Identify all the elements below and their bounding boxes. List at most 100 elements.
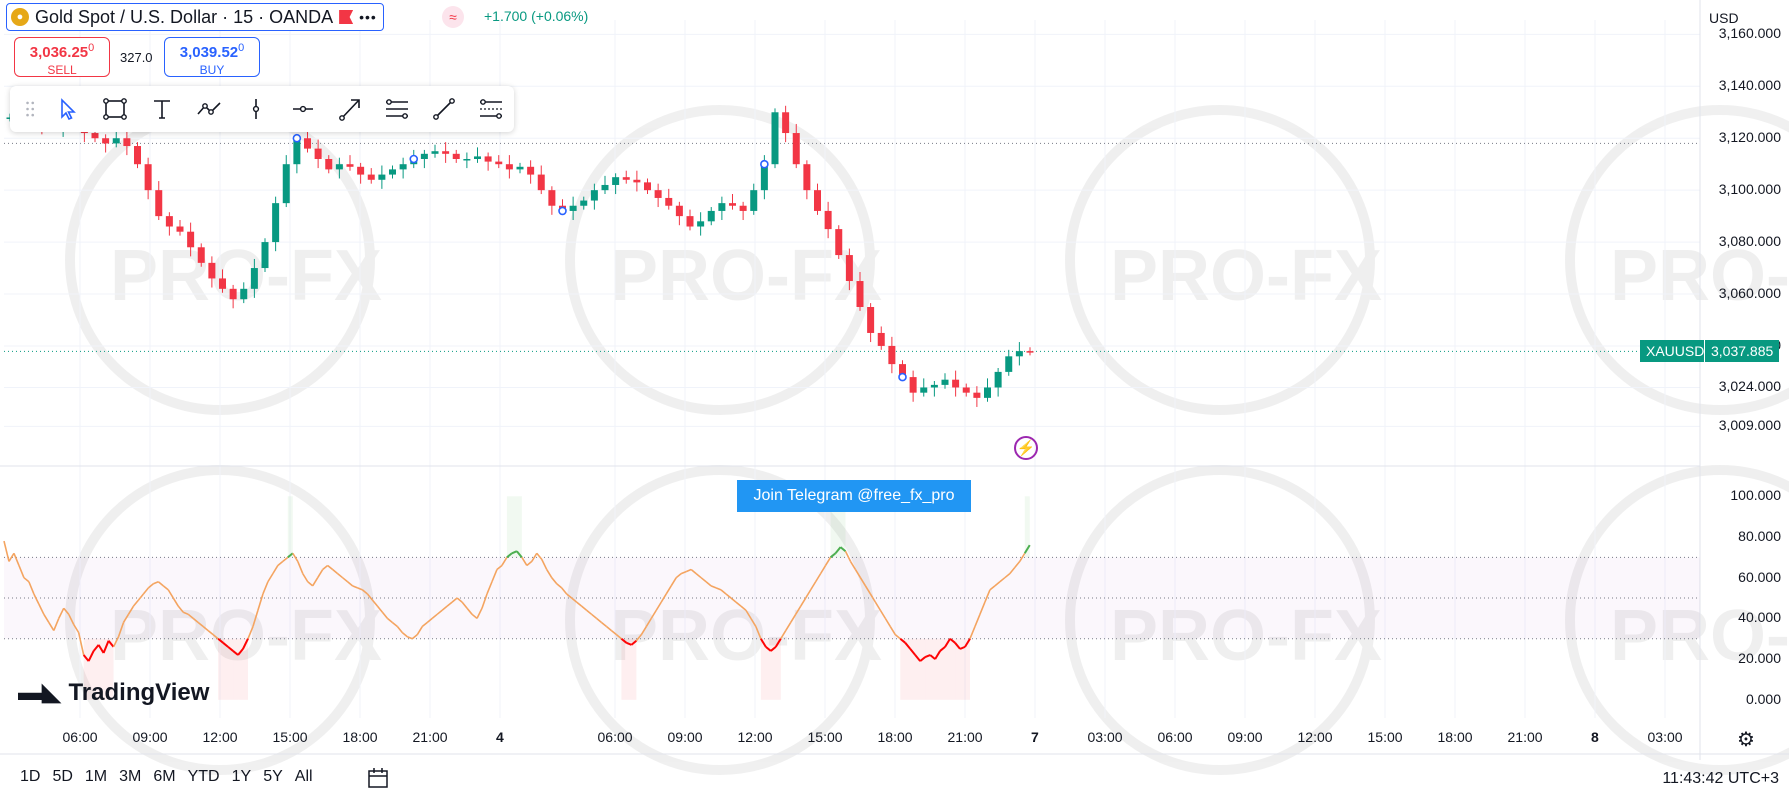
oscillator-segment	[362, 589, 368, 595]
oscillator-segment	[202, 625, 209, 632]
oscillator-segment	[715, 587, 722, 591]
range-1y[interactable]: 1Y	[231, 768, 252, 785]
drag-handle-icon[interactable]	[18, 89, 44, 129]
oversold-fill	[218, 638, 224, 700]
candle-body	[420, 153, 428, 160]
oscillator-segment	[48, 622, 55, 632]
text-icon[interactable]	[138, 89, 185, 129]
oscillator-tick-label: 80.000	[1738, 527, 1781, 544]
range-1d[interactable]: 1D	[20, 768, 41, 785]
tradingview-logo[interactable]: ▬◣ TradingView	[18, 678, 209, 707]
candle-body	[760, 164, 768, 191]
svg-text:PRO-FX: PRO-FX	[1110, 596, 1382, 676]
candle-body	[208, 262, 216, 279]
arrow-icon[interactable]	[326, 89, 373, 129]
buy-button[interactable]: 3,039.520 BUY	[164, 37, 260, 77]
wave-icon[interactable]: ≈	[442, 6, 464, 28]
oscillator-segment	[486, 581, 493, 595]
fib-retracement-icon[interactable]	[373, 89, 420, 129]
oscillator-segment	[675, 572, 682, 579]
oversold-fill	[103, 638, 109, 700]
path-icon[interactable]	[185, 89, 232, 129]
time-tick-label: 12:00	[1297, 729, 1333, 745]
range-5y[interactable]: 5Y	[263, 768, 283, 785]
lightning-icon[interactable]: ⚡	[1014, 436, 1038, 460]
oscillator-segment	[431, 613, 438, 620]
candle-body	[686, 216, 694, 227]
gear-icon[interactable]: ⚙	[1737, 729, 1755, 751]
oscillator-segment	[227, 646, 234, 652]
oscillator-segment	[192, 617, 199, 624]
candle-body	[282, 164, 290, 204]
oscillator-segment	[277, 560, 284, 567]
rectangle-icon[interactable]	[91, 89, 138, 129]
oversold-fill	[108, 638, 114, 700]
oscillator-segment	[33, 593, 40, 605]
oscillator-segment	[1023, 544, 1031, 554]
oscillator-segment	[795, 605, 802, 615]
candle-body	[335, 164, 343, 170]
symbol-title[interactable]: Gold Spot / U.S. Dollar · 15 · OANDA	[35, 6, 334, 27]
watermark-tile: PRO-FX	[1065, 465, 1382, 775]
range-5d[interactable]: 5D	[52, 768, 73, 785]
cursor-icon[interactable]	[44, 89, 91, 129]
symbol-header[interactable]: ● Gold Spot / U.S. Dollar · 15 · OANDA •…	[6, 3, 384, 31]
oscillator-segment	[785, 622, 792, 632]
oscillator-segment	[267, 573, 274, 583]
range-3m[interactable]: 3M	[119, 768, 142, 785]
current-symbol-tag: XAUUSD	[1640, 340, 1711, 362]
currency-selector[interactable]: USD	[1709, 10, 1739, 26]
oscillator-segment	[556, 583, 563, 589]
oscillator-segment	[451, 597, 458, 603]
sell-button[interactable]: 3,036.250 SELL	[14, 37, 110, 77]
range-1m[interactable]: 1M	[84, 768, 108, 785]
range-6m[interactable]: 6M	[153, 768, 176, 785]
oscillator-segment	[441, 605, 448, 611]
candle-body	[654, 190, 662, 198]
oscillator-segment	[635, 634, 642, 642]
calendar-icon[interactable]	[366, 766, 390, 790]
telegram-banner[interactable]: Join Telegram @free_fx_pro	[737, 480, 971, 512]
oscillator-segment	[112, 636, 120, 648]
candle-body	[569, 205, 577, 211]
oscillator-segment	[1009, 567, 1016, 575]
candle-body	[155, 190, 163, 217]
oscillator-segment	[416, 626, 423, 636]
candle-body	[367, 174, 375, 180]
candle-body	[240, 288, 248, 300]
oscillator-pane	[3, 496, 1700, 700]
oscillator-segment	[157, 581, 164, 587]
overbought-fill	[511, 496, 517, 558]
oscillator-segment	[650, 609, 657, 619]
oscillator-segment	[13, 552, 20, 566]
horizontal-ray-icon[interactable]	[279, 89, 326, 129]
oscillator-segment	[43, 613, 50, 623]
overbought-fill	[516, 496, 522, 558]
candle-body	[357, 166, 365, 175]
range-all[interactable]: All	[294, 768, 313, 785]
candle-body	[952, 379, 960, 388]
candle-body	[176, 226, 184, 232]
candle-body	[782, 112, 790, 134]
more-icon[interactable]: •••	[359, 9, 377, 25]
range-ytd[interactable]: YTD	[187, 768, 220, 785]
oscillator-segment	[984, 589, 991, 603]
candle-body	[994, 371, 1002, 388]
oscillator-segment	[879, 609, 887, 619]
oscillator-segment	[366, 593, 374, 601]
parallel-channel-icon[interactable]	[467, 89, 514, 129]
trend-line-icon[interactable]	[420, 89, 467, 129]
time-tick-label: 12:00	[737, 729, 773, 745]
flag-icon[interactable]	[339, 10, 354, 24]
candle-body	[590, 190, 598, 201]
oscillator-segment	[292, 552, 299, 562]
price-tick-label: 3,100.000	[1718, 181, 1781, 198]
oscillator-segment	[92, 644, 100, 652]
vertical-line-icon[interactable]	[232, 89, 279, 129]
candle-body	[261, 242, 269, 269]
oversold-fill	[915, 638, 921, 700]
oscillator-segment	[401, 632, 408, 638]
oscillator-segment	[720, 589, 727, 595]
oscillator-segment	[102, 640, 110, 654]
